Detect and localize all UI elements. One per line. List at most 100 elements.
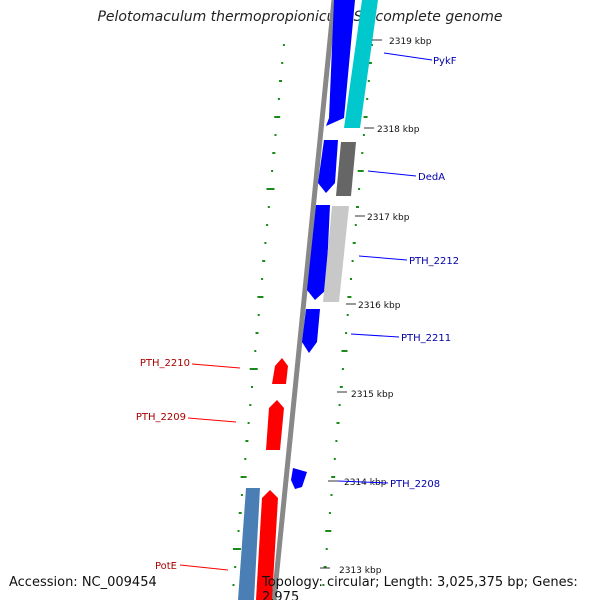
gene-label-pth-2210[interactable]: PTH_2210 (140, 358, 190, 369)
gc-dot (368, 62, 372, 64)
gene-label-pth-2212[interactable]: PTH_2212 (409, 256, 459, 267)
genome-backbone (271, 0, 337, 600)
gene-forward-pth-2208[interactable] (291, 468, 307, 489)
gc-dot (352, 242, 356, 244)
gc-dot (357, 170, 364, 172)
gc-dot (257, 296, 264, 298)
gene-label-pote[interactable]: PotE (155, 561, 177, 572)
gc-dot (282, 44, 285, 46)
gene-label-pth-2211[interactable]: PTH_2211 (401, 333, 451, 344)
gene-pote[interactable] (238, 488, 260, 600)
tick-label-2314: 2314 kbp (344, 478, 387, 488)
gc-dot (267, 206, 270, 208)
gene-label-deda[interactable]: DedA (418, 172, 445, 183)
tick-label-2313: 2313 kbp (339, 566, 382, 576)
gc-dot (323, 566, 327, 568)
gene-deda[interactable] (336, 142, 356, 196)
gc-dot (331, 476, 336, 478)
gc-dot (262, 260, 266, 262)
gc-dot (363, 116, 368, 118)
gene-pykf[interactable] (344, 0, 378, 128)
gc-dot (350, 278, 352, 280)
gc-dot (371, 44, 373, 46)
gc-dot (341, 368, 344, 370)
gc-dot (325, 548, 328, 550)
tick-label-2318: 2318 kbp (377, 125, 420, 135)
gc-dot (281, 62, 284, 64)
gc-dot (336, 422, 340, 424)
gc-dot (347, 296, 352, 298)
gc-dot (354, 224, 357, 226)
scale-ticks (320, 39, 382, 569)
gene-label-pykf[interactable]: PykF (433, 56, 457, 67)
gc-dot (338, 404, 341, 406)
gc-dot (341, 350, 348, 352)
gc-dot (249, 404, 252, 406)
tick-label-2319: 2319 kbp (389, 37, 432, 47)
gc-dot (240, 476, 247, 478)
gc-dot (237, 530, 240, 532)
gene-reverse-bottom[interactable] (256, 490, 278, 600)
gc-dot (249, 368, 258, 370)
gc-dot (234, 566, 237, 568)
gc-dot (264, 242, 267, 244)
gc-dot (238, 512, 242, 514)
gc-dot (232, 548, 241, 550)
gene-pth-2209[interactable] (266, 400, 284, 450)
gene-forward-1[interactable] (326, 0, 355, 126)
gc-dot (245, 440, 249, 442)
gc-dot (366, 98, 369, 100)
gc-dot (339, 386, 343, 388)
gc-dot (244, 458, 247, 460)
gc-dot (255, 332, 259, 334)
gc-dot (346, 314, 349, 316)
gc-dot (247, 422, 250, 424)
gc-dot (266, 224, 269, 226)
gc-dot (279, 80, 282, 82)
leader-lines-right (337, 52, 433, 484)
gc-dot (322, 584, 325, 586)
gc-dot (367, 80, 370, 82)
gc-dot (335, 440, 338, 442)
gene-label-pth-2209[interactable]: PTH_2209 (136, 412, 186, 423)
tick-label-2316: 2316 kbp (358, 301, 401, 311)
gc-dot (328, 512, 331, 514)
gc-dot (261, 278, 264, 280)
gc-dot (325, 530, 332, 532)
gc-dot (240, 494, 243, 496)
gc-dot (232, 584, 235, 586)
gc-dot (361, 152, 364, 154)
gc-dot (251, 386, 253, 388)
gc-dot (274, 134, 277, 136)
gc-dot (254, 350, 257, 352)
accession-text: Accession: NC_009454 (9, 575, 157, 590)
gc-dot (274, 116, 281, 118)
gene-label-pth-2208[interactable]: PTH_2208 (390, 479, 440, 490)
gc-dot (356, 206, 359, 208)
leader-lines-left (179, 363, 241, 571)
gene-pth-2210[interactable] (272, 358, 288, 384)
gc-dot (277, 98, 280, 100)
tick-label-2315: 2315 kbp (351, 390, 394, 400)
gene-forward-pth-2211[interactable] (302, 309, 320, 353)
gc-dot (330, 494, 333, 496)
gc-dot (345, 332, 348, 334)
genome-summary-text: Topology: circular; Length: 3,025,375 bp… (262, 575, 578, 600)
gc-dot (266, 188, 275, 190)
gc-dot (362, 134, 365, 136)
gc-dot (257, 314, 260, 316)
gc-dots-left-track (232, 44, 285, 586)
map-title: Pelotomaculum thermopropionicum SI, comp… (97, 9, 503, 25)
gene-pth-2212[interactable] (323, 206, 349, 302)
gc-dot (333, 458, 336, 460)
tick-label-2317: 2317 kbp (367, 213, 410, 223)
gc-dot (272, 152, 276, 154)
gc-dot (358, 188, 361, 190)
gc-dots-right-track (322, 44, 373, 586)
gc-dot (271, 170, 274, 172)
gc-dot (351, 260, 354, 262)
gene-forward-2[interactable] (318, 140, 338, 193)
gene-forward-3[interactable] (307, 205, 330, 300)
